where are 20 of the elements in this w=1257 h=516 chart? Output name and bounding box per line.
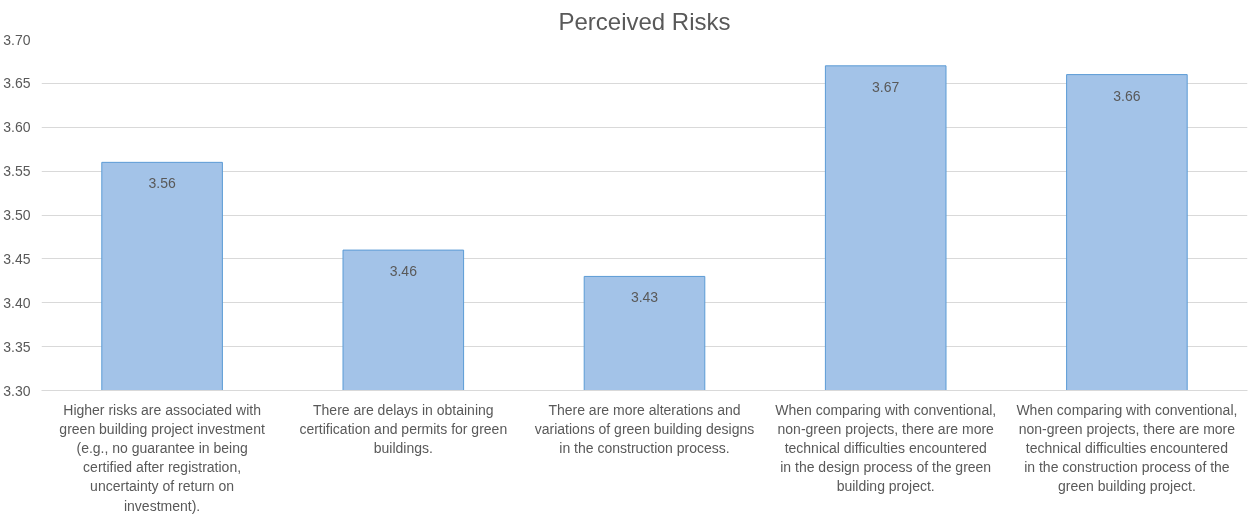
- y-tick-label: 3.40: [3, 294, 31, 311]
- y-tick-label: 3.65: [3, 75, 31, 92]
- data-label: 3.66: [1113, 87, 1141, 104]
- data-label: 3.67: [872, 78, 900, 95]
- x-tick-label: There are more alterations and variations of green building designs in the construction process.: [534, 401, 755, 456]
- data-label: 3.56: [148, 175, 176, 192]
- y-tick-label: 3.35: [3, 338, 31, 355]
- y-tick-label: 3.60: [3, 119, 31, 136]
- x-tick-label: When comparing with conventional, non-green projects, there are more technical difficulties encountered in the design process of the green building project.: [775, 401, 997, 495]
- y-tick-label: 3.70: [3, 31, 31, 48]
- x-tick-label: Higher risks are associated with green building project investment (e.g., no guarantee in being certified after registration, uncertainty of return on investment).: [59, 401, 265, 514]
- x-tick-label: When comparing with conventional, non-green projects, there are more technical difficulties encountered in the construction process of the green building project.: [1016, 401, 1238, 495]
- x-tick-label: There are delays in obtaining certification and permits for green buildings.: [299, 401, 508, 456]
- data-label: 3.46: [389, 263, 418, 280]
- y-tick-label: 3.50: [3, 207, 31, 223]
- chart-title: Perceived Risks: [558, 7, 731, 35]
- data-label: 3.43: [630, 289, 659, 306]
- y-tick-label: 3.55: [3, 163, 31, 180]
- y-tick-label: 3.45: [3, 250, 31, 267]
- y-tick-label: 3.30: [3, 382, 31, 399]
